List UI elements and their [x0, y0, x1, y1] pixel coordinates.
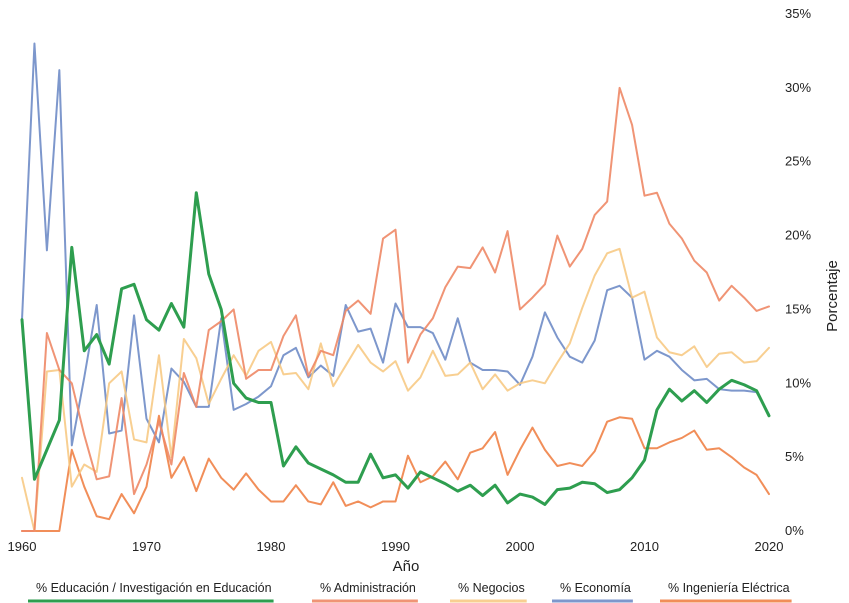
- y-tick-label: 0%: [785, 523, 804, 538]
- series-line-1: [20, 191, 771, 506]
- series-line-2: [21, 86, 770, 532]
- x-tick-label: 1990: [381, 539, 410, 554]
- legend-label: % Educación / Investigación en Educación: [36, 581, 272, 595]
- y-tick-label: 25%: [785, 154, 811, 169]
- y-tick-label: 10%: [785, 375, 811, 390]
- y-tick-label: 30%: [785, 80, 811, 95]
- y-axis-ticks: 0% 5% 10% 15% 20% 25% 30% 35%: [785, 6, 811, 538]
- legend: % Educación / Investigación en Educación…: [28, 581, 792, 603]
- legend-item-1: % Educación / Investigación en Educación: [28, 581, 274, 603]
- y-axis-title: Porcentaje: [824, 260, 841, 332]
- legend-label: % Economía: [560, 581, 631, 595]
- y-tick-label: 5%: [785, 449, 804, 464]
- x-tick-label: 2010: [630, 539, 659, 554]
- legend-item-2: % Administración: [312, 581, 418, 603]
- legend-label: % Ingeniería Eléctrica: [668, 581, 790, 595]
- x-tick-label: 1970: [132, 539, 161, 554]
- x-axis-ticks: 1960 1970 1980 1990 2000 2010 2020: [8, 539, 784, 554]
- x-tick-label: 1960: [8, 539, 37, 554]
- legend-item-3: % Negocios: [450, 581, 527, 603]
- y-tick-label: 35%: [785, 6, 811, 21]
- series-line-5: [21, 414, 770, 532]
- legend-item-5: % Ingeniería Eléctrica: [660, 581, 792, 603]
- legend-label: % Administración: [320, 581, 416, 595]
- y-tick-label: 15%: [785, 301, 811, 316]
- series-line-3: [21, 247, 770, 532]
- x-tick-label: 2000: [506, 539, 535, 554]
- series-line-4: [21, 42, 770, 447]
- legend-item-4: % Economía: [552, 581, 633, 603]
- x-tick-label: 1980: [257, 539, 286, 554]
- series-layer: [20, 42, 771, 532]
- x-axis-title: Año: [393, 558, 420, 575]
- x-tick-label: 2020: [755, 539, 784, 554]
- legend-label: % Negocios: [458, 581, 525, 595]
- y-tick-label: 20%: [785, 228, 811, 243]
